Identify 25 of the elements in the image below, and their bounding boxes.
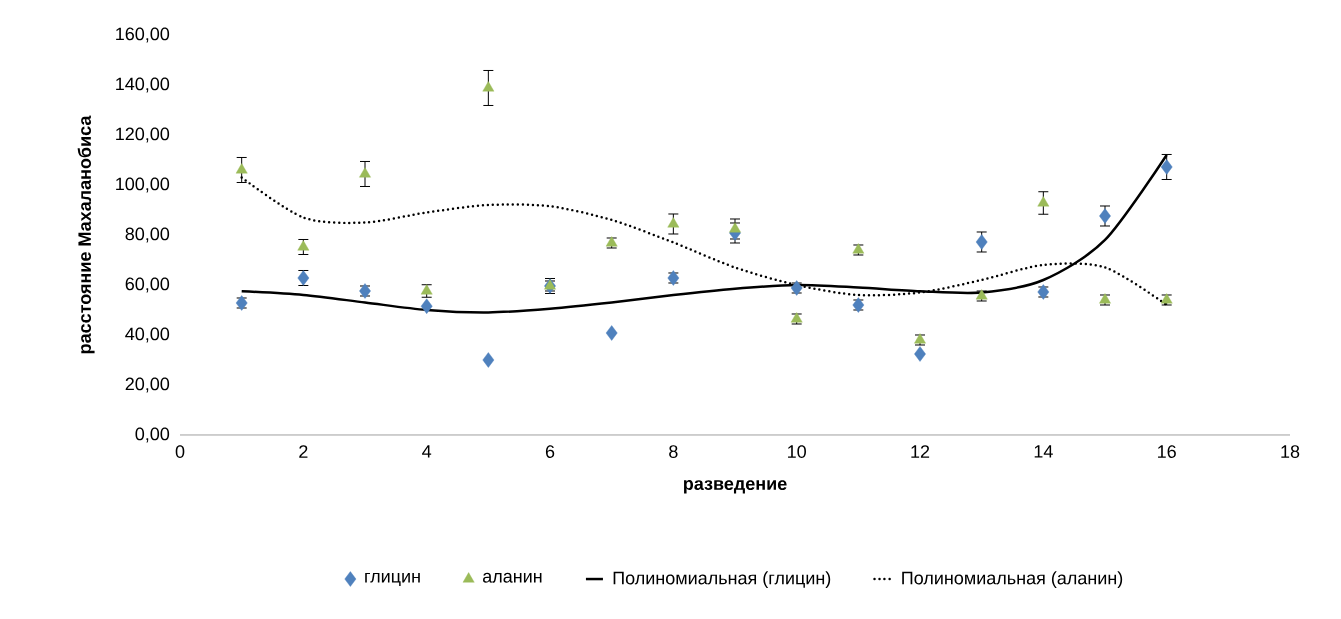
- x-tick-label: 0: [175, 445, 185, 458]
- legend-label: Полиномиальная (глицин): [613, 571, 831, 588]
- legend-label: Полиномиальная (аланин): [902, 571, 1123, 588]
- x-tick-label: 2: [299, 445, 308, 458]
- y-tick-label: 140,00: [116, 77, 170, 93]
- x-tick-label: 8: [669, 445, 678, 458]
- x-tick-label: 10: [788, 445, 806, 458]
- y-tick-label: 60,00: [125, 277, 170, 293]
- x-axis-title: разведение: [684, 480, 787, 494]
- y-tick-label: 120,00: [116, 127, 170, 143]
- legend-label: глицин: [365, 572, 420, 587]
- y-tick-label: 80,00: [125, 227, 170, 243]
- x-tick-label: 18: [1281, 445, 1300, 458]
- y-tick-label: 0,00: [135, 427, 170, 443]
- x-tick-label: 16: [1158, 445, 1176, 458]
- y-tick-label: 20,00: [125, 377, 170, 393]
- y-tick-label: 100,00: [116, 177, 170, 193]
- x-tick-label: 6: [545, 445, 555, 458]
- legend-label: аланин: [483, 572, 542, 583]
- x-tick-label: 12: [911, 445, 930, 458]
- y-tick-label: 40,00: [125, 327, 170, 343]
- y-axis-title: расстояние Махаланобиса: [77, 115, 95, 354]
- x-tick-label: 4: [422, 445, 432, 458]
- x-tick-label: 14: [1034, 445, 1053, 458]
- y-tick-label: 160,00: [116, 27, 170, 43]
